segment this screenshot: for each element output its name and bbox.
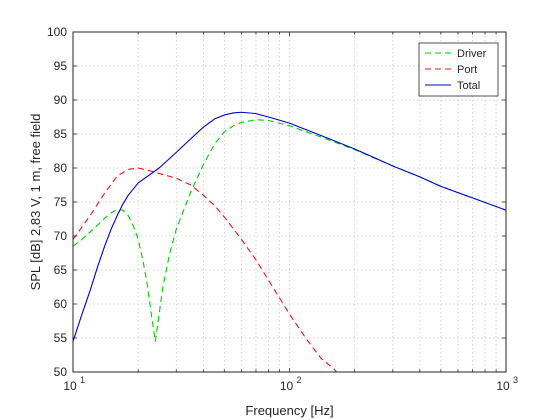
legend-box [418, 42, 499, 97]
x-tick-label: 10 [63, 379, 77, 393]
series-line-port [73, 167, 338, 372]
series-line-total [73, 111, 506, 342]
x-tick-label: 10 [496, 379, 510, 393]
y-tick-label: 65 [54, 263, 68, 277]
y-tick-label: 70 [54, 229, 68, 243]
y-tick-label: 95 [54, 59, 68, 73]
legend-label-total: Total [457, 80, 480, 92]
y-tick-label: 100 [47, 25, 67, 39]
legend: Driver Port Total [418, 42, 499, 97]
series-line-driver [73, 119, 506, 342]
x-tick-label-exponent: 2 [297, 375, 302, 385]
y-tick-label: 85 [54, 127, 68, 141]
x-tick-label-exponent: 1 [80, 375, 85, 385]
y-tick-label: 75 [54, 195, 68, 209]
y-tick-label: 80 [54, 161, 68, 175]
x-tick-label: 10 [280, 379, 294, 393]
x-tick-label-exponent: 3 [513, 375, 518, 385]
y-tick-label: 55 [54, 331, 68, 345]
legend-label-port: Port [457, 64, 477, 76]
y-tick-label: 60 [54, 297, 68, 311]
series-group [73, 111, 506, 372]
y-tick-label: 50 [54, 365, 68, 379]
x-axis-label: Frequency [Hz] [245, 403, 333, 418]
legend-label-driver: Driver [457, 48, 487, 60]
ticks [72, 31, 507, 373]
y-axis-label: SPL [dB] 2,83 V, 1 m, free field [28, 114, 43, 291]
y-tick-label: 90 [54, 93, 68, 107]
